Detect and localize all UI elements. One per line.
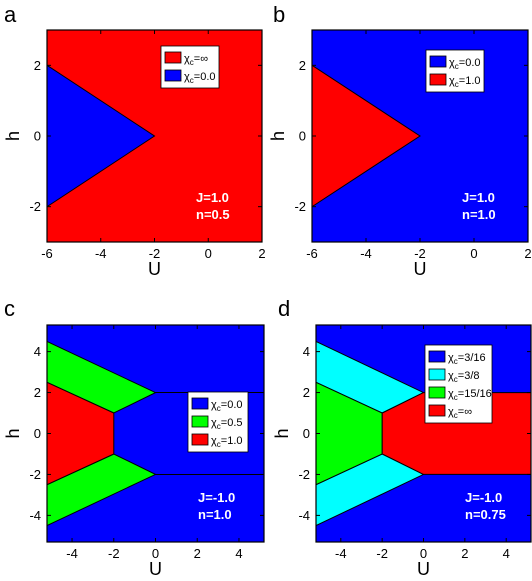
y-tick-label: 0 <box>299 129 306 144</box>
legend-swatch-blue <box>429 55 447 68</box>
legend-swatch-blue <box>428 350 446 363</box>
x-tick-label: 2 <box>524 246 531 261</box>
x-tick-label: 0 <box>205 246 212 261</box>
y-tick-label: 2 <box>34 58 41 73</box>
phase-region-red <box>312 64 421 208</box>
x-tick-label: 2 <box>258 246 265 261</box>
y-tick-label: -2 <box>294 199 306 214</box>
x-tick-label: -2 <box>108 546 120 561</box>
y-axis-label: h <box>268 131 288 141</box>
parameter-label: J=-1.0 <box>198 490 235 505</box>
legend-entry-label: χc=∞ <box>448 406 472 420</box>
legend-swatch-blue <box>164 69 182 82</box>
legend-swatch-red <box>428 404 446 417</box>
parameter-label: J=1.0 <box>196 190 229 205</box>
panel-b: -6 -4 -2 0 2 -2 0 2 Uh b χc=0.0 χc=1.0 J=1.0 n=1.0 <box>268 2 532 279</box>
legend-entry-label: χc=0.0 <box>449 57 481 71</box>
x-tick-label: 4 <box>235 546 242 561</box>
y-tick-label: 2 <box>299 58 306 73</box>
parameter-label: n=0.75 <box>465 507 506 522</box>
legend-swatch-red <box>429 73 447 86</box>
x-tick-label: -4 <box>360 246 372 261</box>
panel-label: a <box>4 2 17 27</box>
y-tick-label: 2 <box>34 385 41 400</box>
x-tick-label: 2 <box>194 546 201 561</box>
x-tick-label: -2 <box>414 246 426 261</box>
y-axis-label: h <box>3 131 23 141</box>
y-tick-label: -4 <box>298 508 310 523</box>
phase-region-red <box>47 381 115 486</box>
legend-swatch-red <box>164 51 182 64</box>
parameter-label: n=0.5 <box>196 207 230 222</box>
phase-region-blue <box>47 64 156 208</box>
legend: χc=0.0 χc=1.0 <box>425 49 485 93</box>
legend-entry-label: χc=1.0 <box>211 435 243 449</box>
y-tick-label: 0 <box>303 426 310 441</box>
x-axis-label: U <box>414 259 427 279</box>
x-axis-label: U <box>417 559 430 579</box>
x-tick-label: 0 <box>152 546 159 561</box>
x-tick-label: 2 <box>461 546 468 561</box>
legend-entry-label: χc=15/16 <box>448 388 492 402</box>
y-tick-label: 2 <box>303 385 310 400</box>
legend-swatch-cyan <box>428 368 446 381</box>
legend-swatch-green <box>191 415 209 428</box>
legend-entry-label: χc=0.0 <box>184 71 216 85</box>
legend-swatch-blue <box>191 397 209 410</box>
x-tick-label: -4 <box>95 246 107 261</box>
legend-swatch-red <box>191 433 209 446</box>
x-tick-label: -2 <box>149 246 161 261</box>
legend-entry-label: χc=3/8 <box>448 370 480 384</box>
parameter-label: J=1.0 <box>462 190 495 205</box>
panel-label: b <box>273 2 285 27</box>
x-tick-label: 4 <box>503 546 510 561</box>
y-tick-label: -2 <box>298 467 310 482</box>
y-tick-label: 4 <box>34 344 41 359</box>
legend: χc=∞ χc=0.0 <box>160 45 220 89</box>
x-axis-label: U <box>148 259 161 279</box>
parameter-label: n=1.0 <box>462 207 496 222</box>
panel-d: -4 -2 0 2 4-4-2024Uhdχc=3/16χc=3/8χc=15/16χc… <box>272 296 532 579</box>
x-axis-label: U <box>149 559 162 579</box>
y-tick-label: -2 <box>29 199 41 214</box>
x-tick-label: 0 <box>470 246 477 261</box>
y-tick-label: 4 <box>303 344 310 359</box>
legend-entry-label: χc=1.0 <box>449 75 481 89</box>
panel-label: c <box>4 296 15 321</box>
legend-entry-label: χc=0.5 <box>211 417 243 431</box>
legend-swatch-green <box>428 386 446 399</box>
parameter-label: n=1.0 <box>198 507 232 522</box>
y-axis-label: h <box>272 428 292 438</box>
y-tick-label: -4 <box>29 508 41 523</box>
y-tick-label: 0 <box>34 129 41 144</box>
parameter-label: J=-1.0 <box>465 490 502 505</box>
panel-c: -4 -2 0 2 4 -4 -2 0 2 4 Uh c χc=0.0 χc=0.5 χc=1.0 J=-1.… <box>3 296 265 579</box>
y-tick-label: 0 <box>34 426 41 441</box>
panel-label: d <box>278 296 290 321</box>
x-tick-label: -4 <box>66 546 78 561</box>
x-tick-label: -6 <box>306 246 318 261</box>
x-tick-label: -6 <box>41 246 53 261</box>
y-tick-label: -2 <box>29 467 41 482</box>
legend-entry-label: χc=3/16 <box>448 352 486 366</box>
panel-a: -6 -4 -2 0 2 -2 0 2 Uh a χc=∞ χc=0.0 J=1.0 n=0.5 <box>3 2 266 279</box>
legend: χc=0.0 χc=0.5 χc=1.0 <box>187 391 249 453</box>
legend-entry-label: χc=0.0 <box>211 399 243 413</box>
x-tick-label: -4 <box>335 546 347 561</box>
x-tick-label: 0 <box>420 546 427 561</box>
legend: χc=3/16 χc=3/8 χc=15/16 χc=∞ <box>424 344 493 424</box>
y-axis-label: h <box>3 428 23 438</box>
x-tick-label: -2 <box>376 546 388 561</box>
legend-entry-label: χc=∞ <box>184 53 208 67</box>
phase-region-red <box>381 392 531 475</box>
